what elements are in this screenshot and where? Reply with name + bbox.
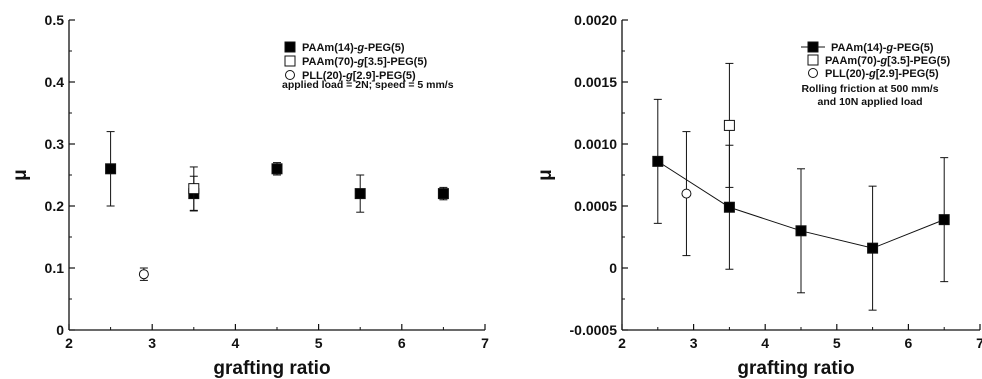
y-tick-label: 0.3 bbox=[45, 136, 65, 152]
y-tick-label: 0 bbox=[56, 322, 64, 338]
data-point bbox=[652, 155, 664, 167]
series-2 bbox=[723, 62, 735, 188]
series-1 bbox=[105, 131, 449, 213]
data-point bbox=[723, 201, 735, 213]
data-point bbox=[105, 163, 117, 175]
series-3 bbox=[681, 131, 692, 257]
x-tick-label: 2 bbox=[618, 335, 626, 351]
legend-marker-open-circle bbox=[808, 68, 818, 78]
series-2 bbox=[188, 166, 200, 211]
x-tick-label: 4 bbox=[761, 335, 769, 351]
legend-label: PLL(20)-g[2.9]-PEG(5) bbox=[302, 70, 416, 82]
x-tick-label: 6 bbox=[398, 335, 406, 351]
legend-label: PAAm(70)-g[3.5]-PEG(5) bbox=[825, 55, 950, 67]
y-tick-label: 0.0010 bbox=[574, 136, 617, 152]
legend-marker-filled-square bbox=[284, 41, 296, 53]
y-axis-label: μ bbox=[10, 169, 31, 181]
legend: PAAm(14)-g-PEG(5)PAAm(70)-g[3.5]-PEG(5)P… bbox=[801, 41, 950, 80]
y-tick-label: -0.0005 bbox=[570, 322, 618, 338]
x-tick-label: 5 bbox=[315, 335, 323, 351]
legend-marker-open-square bbox=[284, 55, 296, 67]
x-tick-label: 3 bbox=[148, 335, 156, 351]
data-point bbox=[437, 188, 449, 200]
data-point bbox=[723, 119, 735, 131]
y-tick-label: 0.4 bbox=[45, 74, 65, 90]
legend-label: PAAm(14)-g-PEG(5) bbox=[302, 42, 405, 54]
chart-2: 2 3 4 5 6 7 -0.0005 0 0.0005 0.0010 0.0015 0.0020 gr… bbox=[535, 12, 982, 379]
legend-marker-filled-square bbox=[807, 41, 819, 53]
data-point bbox=[271, 163, 283, 175]
y-tick-label: 0.5 bbox=[45, 12, 65, 28]
y-tick-label: 0.0020 bbox=[574, 12, 617, 28]
y-tick-label: 0.1 bbox=[45, 260, 65, 276]
annotation-text: Rolling friction at 500 mm/s bbox=[801, 83, 938, 95]
x-tick-label: 2 bbox=[65, 335, 73, 351]
annotation-text: and 10N applied load bbox=[817, 96, 922, 108]
x-axis-label: grafting ratio bbox=[737, 358, 854, 379]
data-point bbox=[867, 242, 879, 254]
annotation-text: applied load = 2N; speed = 5 mm/s bbox=[282, 79, 454, 91]
y-tick-label: 0.0015 bbox=[574, 74, 617, 90]
y-tick-label: 0.0005 bbox=[574, 198, 617, 214]
legend: PAAm(14)-g-PEG(5) PAAm(70)-g[3.5]-PEG(5) P… bbox=[284, 41, 427, 82]
x-tick-label: 3 bbox=[690, 335, 698, 351]
legend-label: PLL(20)-g[2.9]-PEG(5) bbox=[825, 68, 939, 80]
data-point bbox=[354, 188, 366, 200]
y-axis-label: μ bbox=[535, 169, 556, 181]
x-tick-label: 4 bbox=[232, 335, 240, 351]
x-tick-label: 5 bbox=[833, 335, 841, 351]
legend-label: PAAm(14)-g-PEG(5) bbox=[831, 42, 934, 54]
data-point bbox=[795, 225, 807, 237]
x-tick-label: 7 bbox=[976, 335, 982, 351]
y-tick-label: 0.2 bbox=[45, 198, 65, 214]
data-point bbox=[681, 188, 692, 199]
data-point bbox=[938, 214, 950, 226]
y-tick-label: 0 bbox=[609, 260, 617, 276]
data-point bbox=[188, 183, 200, 195]
x-tick-label: 7 bbox=[481, 335, 489, 351]
x-axis-label: grafting ratio bbox=[213, 358, 330, 379]
chart-1: 2 3 4 5 6 7 0 0.1 0.2 0.3 0.4 0.5 grafting ratio μ PAA… bbox=[10, 12, 489, 379]
legend-label: PAAm(70)-g[3.5]-PEG(5) bbox=[302, 56, 427, 68]
data-point bbox=[138, 269, 149, 280]
legend-marker-open-square bbox=[807, 54, 819, 66]
legend-marker-open-circle bbox=[285, 70, 295, 80]
series-3 bbox=[138, 267, 149, 281]
x-tick-label: 6 bbox=[905, 335, 913, 351]
series-1 bbox=[652, 98, 950, 311]
